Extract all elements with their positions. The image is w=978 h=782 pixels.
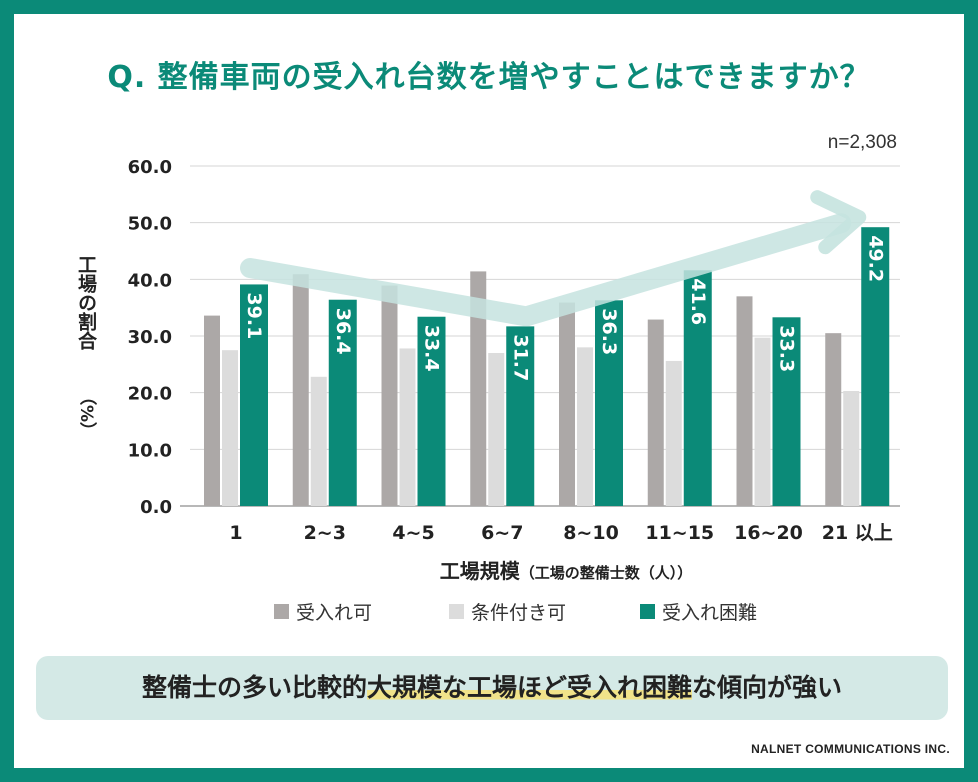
bar-conditional [222,350,238,506]
x-tick-label: 4~5 [392,522,434,544]
bar-accept [736,296,753,506]
bar-conditional [843,390,860,506]
summary-text: 整備士の多い比較的大規模な工場ほど受入れ困難な傾向が強い [36,656,948,720]
bar-accept [292,274,309,506]
summary-highlight: 大規模な工場ほど受入れ困難 [366,673,692,702]
sample-size-annotation: n=2,308 [828,132,897,153]
bar-accept [825,333,842,506]
data-label: 36.3 [598,308,620,355]
legend-swatch [640,604,655,619]
y-tick-label: 50.0 [128,214,172,235]
credit-text: NALNET COMMUNICATIONS INC. [751,742,950,756]
bar-conditional [310,376,327,506]
bar-chart: 0.0 10.0 20.0 30.0 40.0 50.0 60.0 39.1 36.4 33.4… [75,132,900,624]
y-tick-label: 30.0 [128,327,172,348]
y-tick-label: 40.0 [128,270,172,291]
x-tick-label: 6~7 [481,522,523,544]
y-tick-label: 20.0 [128,384,172,405]
data-label: 31.7 [509,334,531,381]
x-tick-label: 16~20 [734,522,803,544]
bar-accept [470,271,487,506]
bar-difficult [506,326,535,506]
summary-box: 整備士の多い比較的大規模な工場ほど受入れ困難な傾向が強い [36,656,948,720]
y-tick-label: 60.0 [128,157,172,178]
legend-label: 条件付き可 [471,602,566,624]
bar-conditional [488,353,505,506]
y-axis-label: 工場の割合 [75,255,97,350]
bar-difficult [772,317,801,506]
x-tick-label: 2~3 [304,522,346,544]
data-label: 39.1 [243,292,265,339]
x-tick-label: 11~15 [645,522,714,544]
trend-arrow-body [240,213,852,327]
x-tick-label: 1 [229,522,242,544]
x-tick-label: 8~10 [563,522,619,544]
data-label: 49.2 [864,235,886,282]
bar-conditional [399,348,416,506]
bar-difficult [595,300,623,506]
bar-difficult [328,299,357,506]
bar-accept [381,285,398,506]
x-axis-label: 工場規模（工場の整備士数（人）） [440,559,693,583]
data-labels: 39.1 36.4 33.4 31.7 36.3 41.6 33.3 49.2 [243,235,886,381]
bar-difficult [861,227,890,506]
bars [204,227,890,506]
data-label: 33.4 [421,325,443,372]
legend-label: 受入れ困難 [662,602,757,624]
y-axis-ticks: 0.0 10.0 20.0 30.0 40.0 50.0 60.0 [128,157,172,518]
x-tick-label: 21 以上 [822,522,893,544]
bar-difficult [240,284,268,506]
bar-conditional [665,360,682,506]
data-label: 41.6 [687,278,709,325]
bar-conditional [754,337,771,506]
summary-after: な傾向が強い [692,673,843,702]
x-axis-title: 工場規模 [440,559,521,583]
x-axis-ticks: 1 2~3 4~5 6~7 8~10 11~15 16~20 21 以上 [229,522,892,544]
bar-accept [559,302,575,506]
legend-swatch [274,604,289,619]
data-label: 33.3 [776,325,798,372]
trend-arrow [240,190,867,327]
y-tick-label: 10.0 [128,440,172,461]
bar-difficult [417,316,446,506]
legend: 受入れ可 条件付き可 受入れ困難 [274,602,757,624]
summary-before: 整備士の多い比較的 [141,673,367,702]
trend-arrow-head [810,190,867,255]
x-axis-subtitle: （工場の整備士数（人）） [520,564,693,582]
data-label: 36.4 [332,308,354,355]
bar-accept [204,315,220,506]
y-tick-label: 0.0 [140,497,172,518]
legend-swatch [449,604,464,619]
bar-accept [647,319,664,506]
chart-title: Q. 整備車両の受入れ台数を増やすことはできますか？ [107,60,871,95]
y-axis-unit: （%） [76,388,97,439]
bar-difficult [683,270,712,506]
legend-label: 受入れ可 [296,602,372,624]
bar-conditional [577,347,593,506]
